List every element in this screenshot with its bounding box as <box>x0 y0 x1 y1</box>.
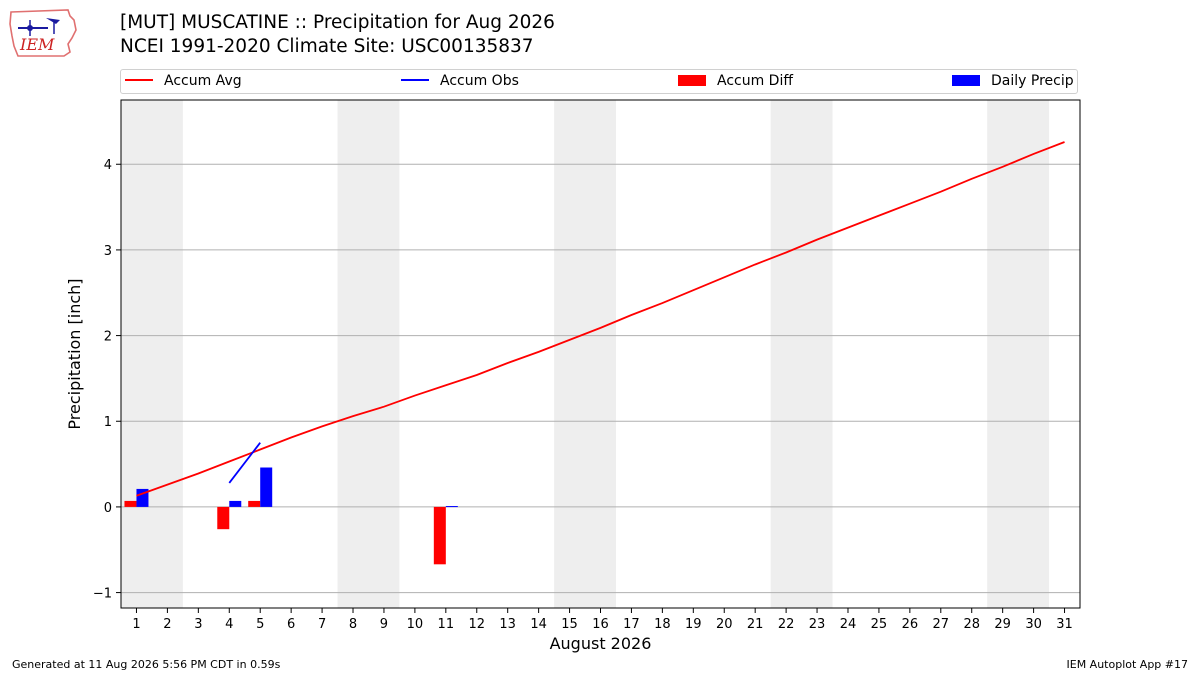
x-tick-label: 13 <box>499 617 516 632</box>
iem-logo: IEM <box>8 6 80 60</box>
x-tick-label: 1 <box>132 617 140 632</box>
x-tick-label: 8 <box>349 617 357 632</box>
y-tick-label: 4 <box>104 158 112 173</box>
bar-accum-diff <box>248 500 261 507</box>
legend-swatch <box>952 74 980 86</box>
bar-daily-precip <box>229 500 242 507</box>
legend-swatch <box>401 79 429 81</box>
line-accum-obs <box>228 442 261 484</box>
bar-accum-diff <box>217 506 230 530</box>
weekend-shade <box>770 100 833 608</box>
x-tick-label: 6 <box>287 617 295 632</box>
x-tick-label: 17 <box>623 617 640 632</box>
x-tick-label: 2 <box>163 617 171 632</box>
bar-accum-diff <box>124 500 137 507</box>
logo-text: IEM <box>19 35 55 54</box>
legend-item-accum-obs: Accum Obs <box>401 73 519 91</box>
x-tick-label: 27 <box>933 617 950 632</box>
x-tick-label: 25 <box>871 617 888 632</box>
x-tick-label: 28 <box>963 617 980 632</box>
legend-swatch <box>125 79 153 81</box>
bar-daily-precip <box>260 467 273 507</box>
weekend-shade <box>121 100 183 608</box>
x-tick-label: 5 <box>256 617 264 632</box>
footer-generated-text: Generated at 11 Aug 2026 5:56 PM CDT in … <box>12 658 281 671</box>
bar-accum-diff <box>433 506 446 565</box>
legend-label: Accum Avg <box>164 73 242 89</box>
bar-daily-precip <box>445 506 458 508</box>
x-tick-label: 29 <box>994 617 1011 632</box>
legend-label: Accum Obs <box>440 73 519 89</box>
x-tick-label: 30 <box>1025 617 1042 632</box>
legend-swatch <box>678 74 706 86</box>
y-tick-label: 1 <box>104 415 112 430</box>
legend-label: Daily Precip <box>991 73 1074 89</box>
weekend-shade <box>987 100 1050 608</box>
y-tick-label: 0 <box>104 501 112 516</box>
footer-app-label: IEM Autoplot App #17 <box>1066 658 1189 671</box>
legend-item-accum-avg: Accum Avg <box>125 73 242 91</box>
x-tick-label: 18 <box>654 617 671 632</box>
x-tick-label: 7 <box>318 617 326 632</box>
x-tick-label: 15 <box>561 617 578 632</box>
x-tick-label: 19 <box>685 617 702 632</box>
weekend-shade <box>337 100 400 608</box>
x-tick-label: 9 <box>380 617 388 632</box>
x-tick-label: 23 <box>809 617 826 632</box>
x-axis-label: August 2026 <box>550 634 652 653</box>
x-tick-label: 24 <box>840 617 857 632</box>
x-tick-label: 4 <box>225 617 233 632</box>
line-accum-avg <box>136 141 1065 497</box>
legend-label: Accum Diff <box>717 73 794 89</box>
y-tick-label: −1 <box>93 587 112 602</box>
x-tick-label: 20 <box>716 617 733 632</box>
weekend-shade <box>554 100 616 608</box>
y-tick-label: 2 <box>104 330 112 345</box>
legend-item-daily-precip: Daily Precip <box>952 73 1074 91</box>
x-tick-label: 14 <box>530 617 547 632</box>
x-tick-label: 12 <box>468 617 485 632</box>
x-tick-label: 11 <box>438 617 455 632</box>
x-tick-label: 31 <box>1056 617 1073 632</box>
x-tick-label: 22 <box>778 617 795 632</box>
y-tick-label: 3 <box>104 244 112 259</box>
y-axis-label: Precipitation [inch] <box>65 278 84 429</box>
x-tick-label: 10 <box>407 617 424 632</box>
x-tick-label: 21 <box>747 617 764 632</box>
x-tick-label: 16 <box>592 617 609 632</box>
chart-subtitle: NCEI 1991-2020 Climate Site: USC00135837 <box>120 36 534 57</box>
legend-item-accum-diff: Accum Diff <box>678 73 793 91</box>
chart-title: [MUT] MUSCATINE :: Precipitation for Aug… <box>120 12 555 33</box>
chart-legend: Accum Avg Accum Obs Accum Diff Daily Pre… <box>120 69 1078 94</box>
x-tick-label: 3 <box>194 617 202 632</box>
x-tick-label: 26 <box>902 617 919 632</box>
